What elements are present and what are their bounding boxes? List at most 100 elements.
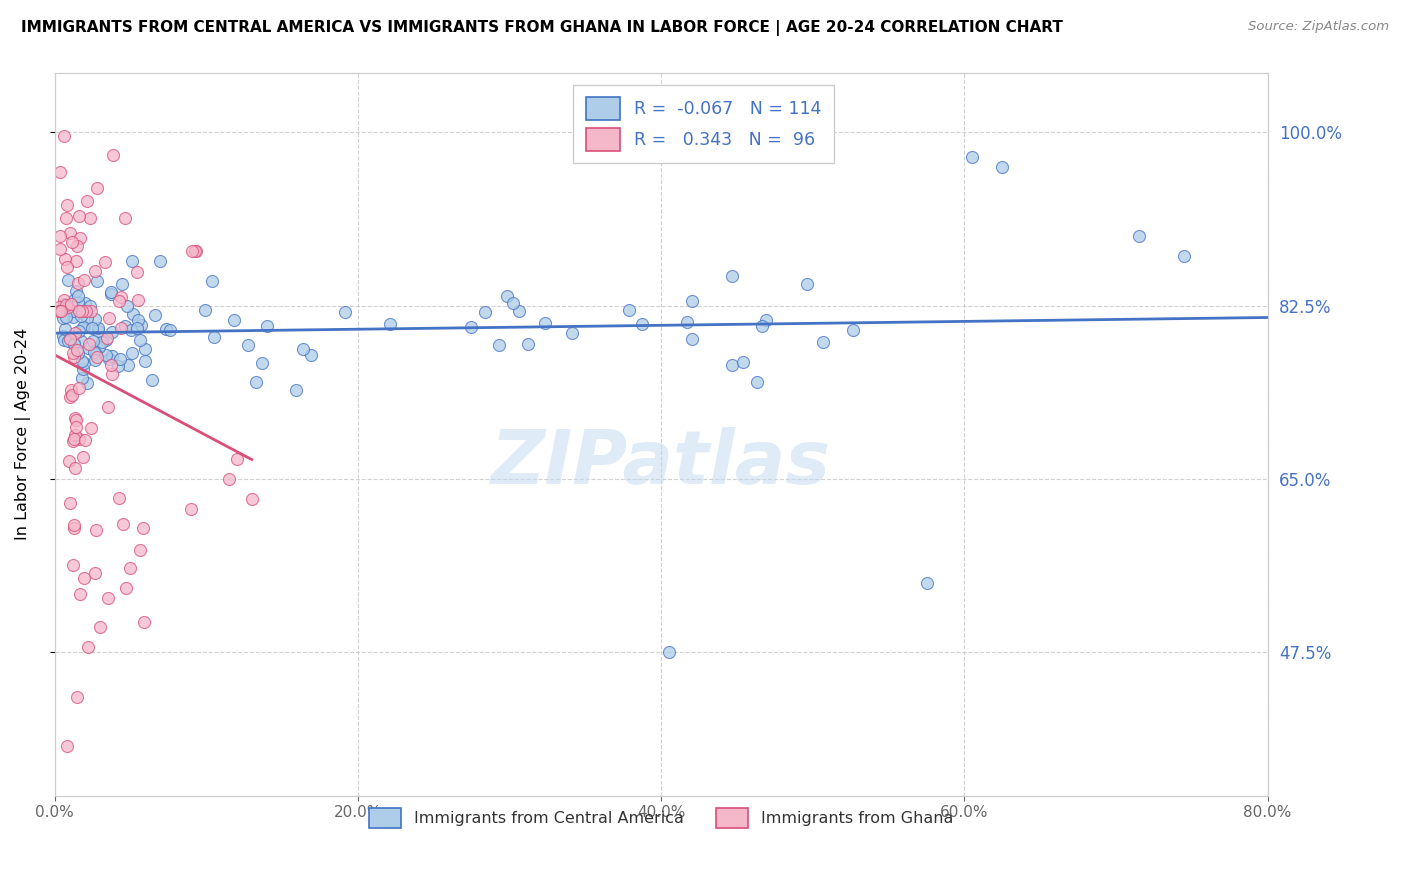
Point <box>58 273 80 287</box>
Point <box>83 312 105 326</box>
Point <box>62 310 84 325</box>
Point <box>561 326 583 340</box>
Point <box>77 337 100 351</box>
Point <box>66 690 89 704</box>
Point <box>960 150 983 164</box>
Point <box>658 645 681 659</box>
Point <box>194 302 217 317</box>
Point <box>115 299 138 313</box>
Point <box>72 303 94 318</box>
Point <box>82 334 104 349</box>
Point <box>52 329 75 343</box>
Point <box>97 310 120 325</box>
Point <box>72 354 94 368</box>
Point <box>70 334 93 348</box>
Point <box>991 160 1014 174</box>
Point <box>65 326 87 340</box>
Point <box>59 331 82 345</box>
Y-axis label: In Labor Force | Age 20-24: In Labor Force | Age 20-24 <box>15 328 31 541</box>
Point <box>516 336 538 351</box>
Point <box>813 334 835 349</box>
Point <box>63 518 86 533</box>
Point <box>129 318 152 333</box>
Point <box>134 342 156 356</box>
Point <box>681 293 703 308</box>
Point <box>107 491 129 505</box>
Point <box>67 433 90 447</box>
Point <box>62 337 84 351</box>
Point <box>120 323 142 337</box>
Point <box>62 434 84 448</box>
Point <box>76 194 98 209</box>
Point <box>79 211 101 225</box>
Point <box>76 376 98 390</box>
Point <box>100 286 122 301</box>
Point <box>69 231 91 245</box>
Point <box>62 520 84 534</box>
Point <box>93 255 115 269</box>
Point <box>72 320 94 334</box>
Point <box>67 381 90 395</box>
Point <box>48 242 70 256</box>
Point <box>225 452 247 467</box>
Point <box>488 338 510 352</box>
Point <box>89 620 111 634</box>
Point <box>141 373 163 387</box>
Point <box>83 264 105 278</box>
Point <box>184 244 207 259</box>
Point <box>84 566 107 580</box>
Point <box>66 343 89 357</box>
Point <box>67 210 90 224</box>
Point <box>915 575 938 590</box>
Point <box>72 362 94 376</box>
Point <box>53 293 76 307</box>
Point <box>127 265 149 279</box>
Point <box>796 277 818 292</box>
Point <box>62 334 84 349</box>
Point <box>180 501 202 516</box>
Point <box>134 354 156 368</box>
Point <box>73 571 96 585</box>
Point <box>59 390 82 404</box>
Point <box>132 521 155 535</box>
Point <box>202 330 225 344</box>
Point <box>63 350 86 364</box>
Point <box>49 303 72 318</box>
Point <box>52 296 75 310</box>
Point <box>107 359 129 373</box>
Point <box>731 354 754 368</box>
Point <box>115 581 138 595</box>
Point <box>101 325 124 339</box>
Point <box>335 305 357 319</box>
Point <box>87 340 110 354</box>
Point <box>155 322 177 336</box>
Point <box>121 254 143 268</box>
Point <box>186 244 208 259</box>
Text: Source: ZipAtlas.com: Source: ZipAtlas.com <box>1249 20 1389 33</box>
Point <box>49 303 72 318</box>
Point <box>128 543 150 558</box>
Point <box>77 640 100 655</box>
Point <box>67 289 90 303</box>
Point <box>82 321 104 335</box>
Point <box>127 320 149 334</box>
Point <box>103 148 125 162</box>
Point <box>69 587 91 601</box>
Point <box>117 358 139 372</box>
Point <box>65 461 87 475</box>
Point <box>53 252 76 267</box>
Point <box>380 317 402 331</box>
Point <box>100 285 122 299</box>
Point <box>72 450 94 464</box>
Point <box>79 299 101 313</box>
Point <box>80 421 103 435</box>
Point <box>65 253 87 268</box>
Point <box>617 302 640 317</box>
Point <box>60 297 83 311</box>
Point <box>63 410 86 425</box>
Point <box>97 591 120 605</box>
Point <box>53 300 76 314</box>
Point <box>111 277 134 291</box>
Point <box>842 323 865 337</box>
Point <box>180 244 202 259</box>
